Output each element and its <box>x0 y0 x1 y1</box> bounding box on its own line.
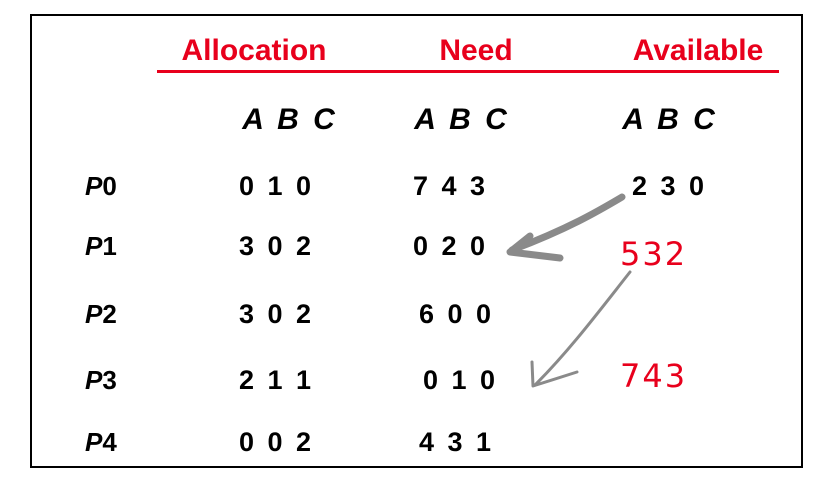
header-allocation: Allocation <box>181 34 327 67</box>
process-label-p2: P2 <box>85 299 117 329</box>
need-p3: 0 1 0 <box>423 365 499 395</box>
need-p0: 7 4 3 <box>413 171 489 201</box>
table-frame <box>30 14 803 468</box>
header-underline-allocation <box>157 70 352 73</box>
header-underline-need <box>351 70 523 73</box>
allocation-p4: 0 0 2 <box>239 427 315 457</box>
process-label-p0: P0 <box>85 171 117 201</box>
allocation-p1: 3 0 2 <box>239 231 315 261</box>
header-underline-available <box>522 70 779 73</box>
need-p1: 0 2 0 <box>413 231 489 261</box>
process-label-p4: P4 <box>85 427 117 457</box>
subheader-need: A B C <box>414 103 510 136</box>
subheader-allocation: A B C <box>242 103 338 136</box>
need-p4: 4 3 1 <box>419 427 495 457</box>
allocation-p2: 3 0 2 <box>239 299 315 329</box>
available-p0: 2 3 0 <box>632 171 708 201</box>
process-label-p3: P3 <box>85 365 117 395</box>
need-p2: 6 0 0 <box>419 299 495 329</box>
arrow-available-to-p1-need <box>508 193 626 254</box>
annotation-work-532: 532 <box>620 235 688 273</box>
arrow-532-to-p3-need <box>533 270 632 387</box>
allocation-p0: 0 1 0 <box>239 171 315 201</box>
allocation-p3: 2 1 1 <box>239 365 315 395</box>
arrow-532-to-p3-need-head <box>530 360 579 388</box>
header-available: Available <box>632 34 764 67</box>
header-need: Need <box>439 34 513 67</box>
process-label-p1: P1 <box>85 231 117 261</box>
subheader-available: A B C <box>622 103 718 136</box>
annotation-work-743: 743 <box>620 357 688 395</box>
arrow-available-to-p1-need-head <box>506 232 564 262</box>
